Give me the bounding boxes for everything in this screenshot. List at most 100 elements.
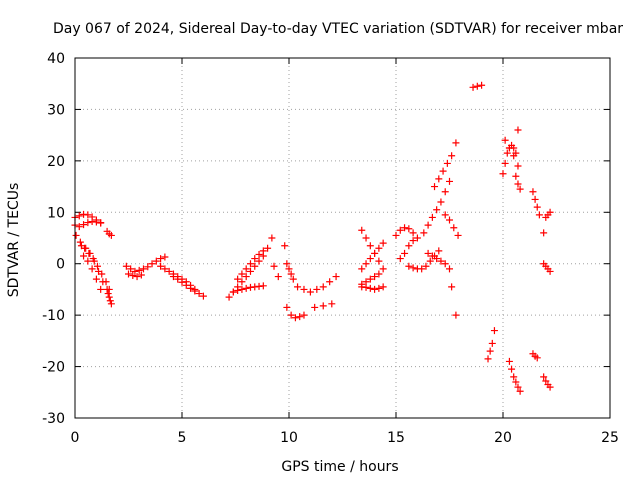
data-point [255, 257, 263, 265]
data-point [514, 383, 522, 391]
data-point [157, 262, 165, 270]
data-point [446, 177, 453, 185]
data-point [375, 257, 383, 265]
data-point [426, 257, 434, 265]
data-point [490, 327, 498, 335]
data-point [169, 273, 177, 281]
series-arc-20 [311, 300, 336, 311]
data-point [294, 283, 302, 291]
series-arc-19 [294, 273, 340, 296]
data-point [441, 188, 449, 196]
data-point [90, 257, 98, 265]
data-point [418, 265, 426, 273]
data-point [473, 82, 481, 90]
data-point [106, 297, 114, 305]
data-point [238, 270, 246, 278]
data-point [512, 172, 520, 180]
series-arc-05 [80, 252, 105, 293]
data-point [125, 270, 132, 278]
x-tick-label: 15 [387, 430, 405, 446]
data-point [441, 260, 449, 268]
series-arc-06 [103, 285, 115, 308]
data-point [422, 262, 430, 270]
data-point [107, 300, 115, 308]
data-point [306, 288, 314, 296]
data-point [225, 293, 233, 301]
x-tick-label: 25 [601, 430, 619, 446]
data-point [95, 267, 103, 275]
data-point [501, 159, 509, 167]
data-point [371, 285, 379, 293]
x-tick-label: 10 [280, 430, 298, 446]
data-point [446, 265, 453, 273]
data-point [428, 252, 436, 260]
y-tick-label: 0 [56, 257, 65, 273]
data-point [533, 203, 541, 211]
data-point [375, 270, 383, 278]
data-point [448, 283, 456, 291]
data-point [161, 253, 169, 261]
data-point [291, 314, 299, 322]
series-arc-08 [122, 253, 169, 275]
series-arc-11 [169, 273, 207, 300]
data-point [516, 387, 524, 395]
data-point [264, 244, 272, 252]
data-point [362, 283, 370, 291]
data-point [195, 290, 203, 298]
series-arc-42 [540, 208, 554, 237]
data-point [129, 272, 137, 280]
data-point [540, 373, 548, 381]
data-point [135, 266, 143, 274]
data-point [75, 223, 83, 231]
data-point [362, 234, 370, 242]
data-point [287, 311, 295, 319]
data-point [510, 144, 518, 152]
data-point [319, 283, 327, 291]
data-point [84, 211, 92, 219]
data-point [328, 300, 336, 308]
data-point [122, 262, 130, 270]
data-point [82, 244, 90, 252]
data-point [371, 249, 379, 257]
data-point [77, 242, 85, 250]
data-point [501, 136, 509, 144]
series-arc-24 [358, 283, 387, 293]
data-point [144, 263, 152, 271]
data-point [281, 242, 289, 250]
data-point [332, 273, 340, 281]
data-point [488, 339, 496, 347]
series-arc-16 [268, 234, 282, 281]
series-arc-29 [431, 139, 460, 191]
data-point [105, 293, 113, 301]
data-point [300, 311, 308, 319]
data-point [259, 282, 267, 290]
data-point [148, 260, 156, 268]
data-point [127, 265, 135, 273]
series-arc-17 [281, 242, 297, 283]
series-arc-22 [358, 239, 387, 273]
data-point [379, 265, 387, 273]
grid-layer [75, 58, 610, 418]
series-arc-37 [512, 172, 524, 193]
series-arc-07 [103, 227, 115, 239]
data-point [454, 231, 462, 239]
data-point [424, 249, 432, 257]
data-point [274, 273, 282, 281]
data-point [238, 285, 246, 293]
data-point [300, 285, 308, 293]
data-point [88, 265, 96, 273]
data-point [531, 195, 539, 203]
data-point [439, 167, 447, 175]
series-arc-03 [72, 231, 113, 293]
data-point [409, 264, 417, 272]
data-point [435, 247, 443, 255]
data-point [104, 290, 112, 298]
data-point [448, 152, 456, 160]
series-arc-15 [229, 282, 267, 296]
y-axis-label: SDTVAR / TECUs [6, 183, 22, 298]
data-point [503, 149, 511, 157]
data-point [450, 224, 458, 232]
data-point [246, 267, 254, 275]
series-arc-13 [225, 252, 267, 301]
data-point [80, 252, 88, 260]
